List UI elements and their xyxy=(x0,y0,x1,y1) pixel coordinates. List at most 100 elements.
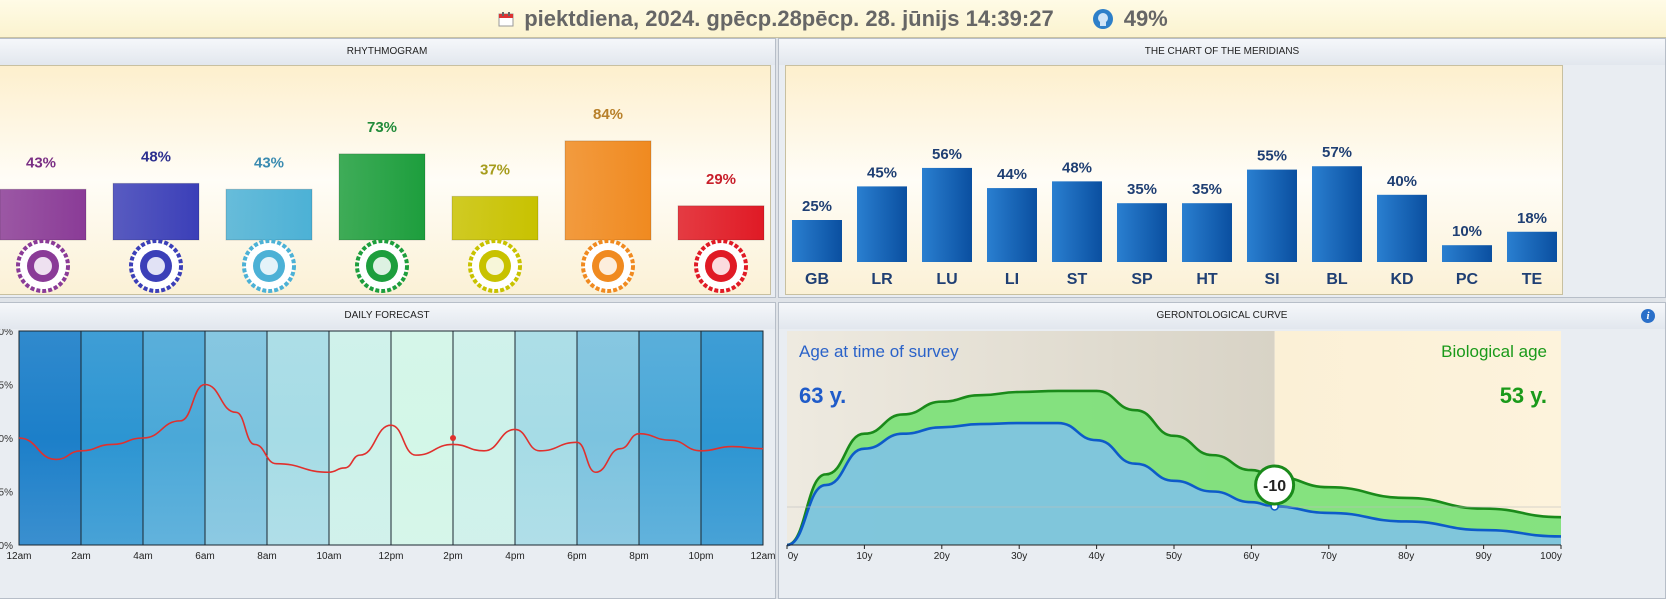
chakra-bar xyxy=(112,182,200,241)
meridian-label: KD xyxy=(1390,271,1413,288)
difference-value: -10 xyxy=(1263,478,1286,495)
bar-value-label: 35% xyxy=(1192,181,1222,198)
meridian-label: BL xyxy=(1326,271,1348,288)
y-tick-label: 0% xyxy=(0,329,13,338)
meridian-label: LR xyxy=(871,271,893,288)
chakra-bar xyxy=(338,153,426,241)
gerontology-chart: 0y 10y 20y 30y 40y 50y 60y 70y 80y 90y 100y -10 Age … xyxy=(786,331,1562,562)
meridian-bar xyxy=(1507,231,1557,262)
bar-value-label: 37% xyxy=(480,161,510,178)
forecast-chart: 0%5%0%5%0%12am2am4am6am8am10am12pm2pm4pm… xyxy=(0,329,775,562)
meridian-label: HT xyxy=(1196,271,1218,288)
hour-band xyxy=(453,331,515,545)
hour-band xyxy=(391,331,453,545)
x-tick-label: 2am xyxy=(71,551,90,562)
rhythmogram-chart-area: 43% 48% 43% 73% 37% 84% 29% xyxy=(0,65,771,295)
meridian-label: TE xyxy=(1522,271,1543,288)
hour-band xyxy=(267,331,329,545)
bar-value-label: 25% xyxy=(802,198,832,215)
meridian-label: ST xyxy=(1067,271,1088,288)
bar-value-label: 48% xyxy=(141,148,171,165)
forecast-chart-area: 0%5%0%5%0%12am2am4am6am8am10am12pm2pm4pm… xyxy=(0,329,775,598)
x-tick-label: 6pm xyxy=(567,551,586,562)
x-tick-label: 60y xyxy=(1243,551,1259,562)
rhythmogram-panel: RHYTHMOGRAM 43% 48% 43% 73% 37% 84% 29% xyxy=(0,38,776,298)
y-tick-label: 5% xyxy=(0,488,13,499)
panel-title: THE CHART OF THE MERIDIANS xyxy=(779,39,1665,65)
meridian-label: LI xyxy=(1005,271,1019,288)
biological-curve xyxy=(786,389,1562,547)
bar-value-label: 29% xyxy=(706,171,736,188)
biological-age-value: 53 y. xyxy=(1500,383,1547,408)
y-tick-label: 5% xyxy=(0,381,13,392)
age-at-survey-label: Age at time of survey xyxy=(799,342,959,361)
x-tick-label: 0y xyxy=(788,551,799,562)
x-tick-label: 10am xyxy=(316,551,341,562)
x-tick-label: 50y xyxy=(1166,551,1182,562)
chakra-bar xyxy=(225,188,313,241)
hour-band xyxy=(329,331,391,545)
gerontology-panel: GERONTOLOGICAL CURVE i 0y 10y 20y 30y 40y 50y… xyxy=(778,302,1666,599)
x-tick-label: 12am xyxy=(6,551,31,562)
bar-value-label: 18% xyxy=(1517,210,1547,227)
x-tick-label: 40y xyxy=(1089,551,1105,562)
gerontology-chart-area: 0y 10y 20y 30y 40y 50y 60y 70y 80y 90y 100y -10 Age … xyxy=(785,329,1563,598)
panel-title: GERONTOLOGICAL CURVE xyxy=(779,303,1665,329)
bar-value-label: 84% xyxy=(593,106,623,123)
bar-value-label: 56% xyxy=(932,146,962,163)
bar-value-label: 45% xyxy=(867,164,897,181)
bar-value-label: 48% xyxy=(1062,159,1092,176)
x-tick-label: 10pm xyxy=(688,551,713,562)
bar-value-label: 43% xyxy=(26,154,56,171)
current-time-marker xyxy=(450,435,456,441)
bar-value-label: 35% xyxy=(1127,181,1157,198)
meridian-bar xyxy=(1247,169,1297,262)
hour-band xyxy=(639,331,701,545)
info-icon[interactable]: i xyxy=(1641,309,1655,323)
hour-band xyxy=(81,331,143,545)
panel-title: RHYTHMOGRAM xyxy=(0,39,775,65)
bar-value-label: 43% xyxy=(254,154,284,171)
hour-band xyxy=(143,331,205,545)
x-tick-label: 8pm xyxy=(629,551,648,562)
age-at-survey-value: 63 y. xyxy=(799,383,846,408)
meridian-bar xyxy=(922,167,972,262)
meridian-bar xyxy=(1442,245,1492,262)
meridian-label: SP xyxy=(1131,271,1153,288)
meridian-bar xyxy=(1182,203,1232,262)
x-tick-label: 70y xyxy=(1321,551,1337,562)
chakra-bar xyxy=(0,188,87,241)
x-tick-label: 4am xyxy=(133,551,152,562)
meridian-label: PC xyxy=(1456,271,1479,288)
x-tick-label: 4pm xyxy=(505,551,524,562)
head-icon xyxy=(1092,8,1113,29)
bar-value-label: 57% xyxy=(1322,144,1352,161)
meridian-bar xyxy=(987,188,1037,262)
chronological-area xyxy=(787,423,1561,545)
chakra-bar xyxy=(677,205,765,241)
meridian-label: GB xyxy=(805,271,829,288)
meridian-bar xyxy=(1117,203,1167,262)
rhythmogram-chart: 43% 48% 43% 73% 37% 84% 29% xyxy=(0,106,765,293)
calendar-icon xyxy=(498,11,514,26)
meridians-chart-area: 25% GB 45% LR 56% LU 44% LI 48% ST 35% SP 35% HT 55% SI… xyxy=(785,65,1563,295)
battery-percent: 49% xyxy=(1123,5,1168,31)
x-tick-label: 30y xyxy=(1011,551,1027,562)
bar-value-label: 73% xyxy=(367,119,397,136)
bar-value-label: 40% xyxy=(1387,173,1417,190)
difference-badge xyxy=(1254,464,1296,506)
bar-value-label: 55% xyxy=(1257,148,1287,165)
x-tick-label: 6am xyxy=(195,551,214,562)
x-tick-label: 2pm xyxy=(443,551,462,562)
date-time: piektdiena, 2024. gpēcp.28pēcp. 28. jūni… xyxy=(524,5,1054,31)
bar-value-label: 44% xyxy=(997,166,1027,183)
y-tick-label: 0% xyxy=(0,434,13,445)
x-tick-label: 90y xyxy=(1476,551,1492,562)
meridian-bar xyxy=(1052,181,1102,262)
x-tick-label: 100y xyxy=(1540,551,1562,562)
forecast-line xyxy=(18,383,764,474)
bar-value-label: 10% xyxy=(1452,223,1482,240)
meridians-panel: THE CHART OF THE MERIDIANS 25% GB 45% LR 56%… xyxy=(778,38,1666,298)
meridian-bar xyxy=(792,220,842,262)
chakra-bar xyxy=(451,195,539,241)
